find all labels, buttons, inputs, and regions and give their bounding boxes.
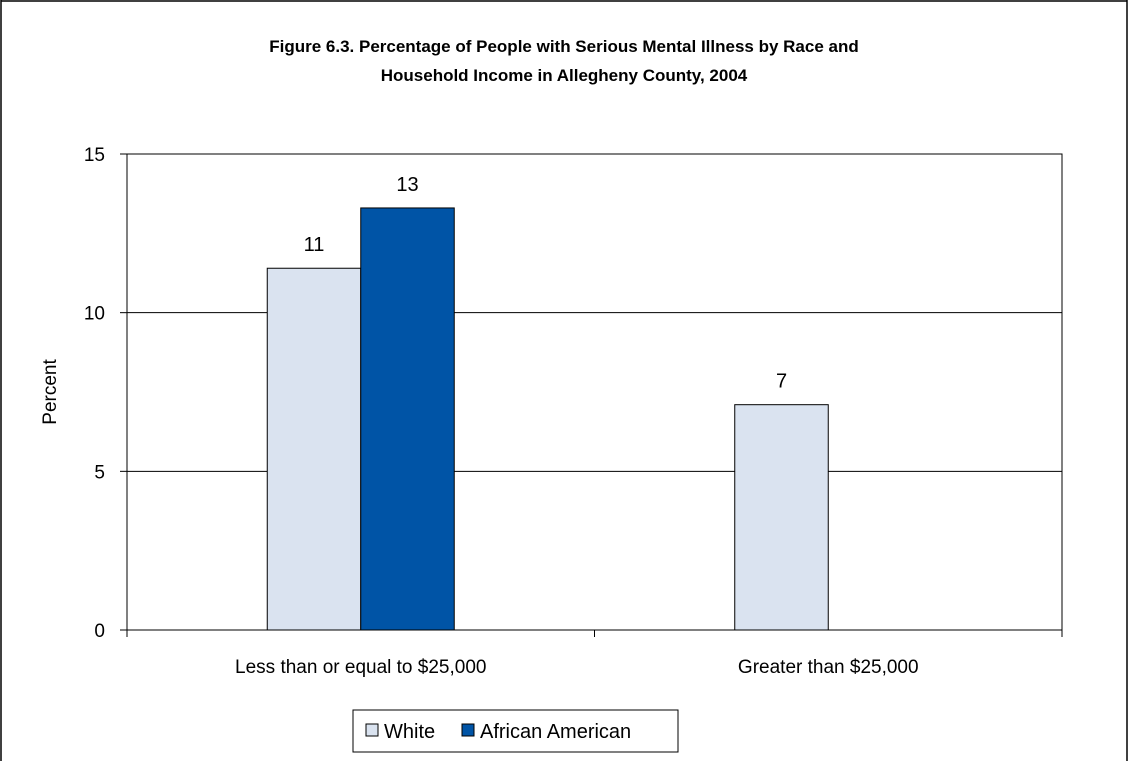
chart-title-line1: Figure 6.3. Percentage of People with Se… (269, 37, 859, 56)
legend-swatch-african-american (461, 723, 475, 737)
legend-label-african-american: African American (480, 721, 631, 743)
legend: White African American (352, 709, 679, 753)
y-axis-ticks (120, 153, 127, 631)
x-axis-tick-labels: Less than or equal to $25,000 Greater tha… (235, 657, 919, 678)
y-tick-label: 0 (94, 621, 105, 642)
y-axis-tick-labels: 0 5 10 15 (84, 145, 105, 642)
y-tick-label: 15 (84, 145, 105, 166)
bars (266, 207, 829, 631)
bar (266, 267, 362, 631)
bar (734, 404, 829, 631)
legend-frame (352, 709, 679, 753)
chart-title-line2: Household Income in Allegheny County, 20… (381, 66, 748, 85)
x-axis-ticks (126, 630, 1063, 637)
y-tick-label: 5 (94, 462, 105, 483)
data-labels: 11 13 7 (304, 174, 787, 393)
data-label: 7 (776, 371, 787, 393)
data-label: 13 (396, 174, 418, 196)
plot-area: 0 5 10 15 11 13 7 Less than or equal to $25,0… (84, 145, 1063, 678)
y-axis-label: Percent (40, 359, 61, 425)
legend-swatch-white (365, 723, 379, 737)
y-tick-label: 10 (84, 304, 105, 325)
data-label: 11 (304, 234, 325, 256)
legend-label-white: White (384, 721, 435, 743)
x-tick-label: Greater than $25,000 (738, 657, 919, 678)
bar (360, 207, 455, 631)
x-tick-label: Less than or equal to $25,000 (235, 657, 486, 678)
